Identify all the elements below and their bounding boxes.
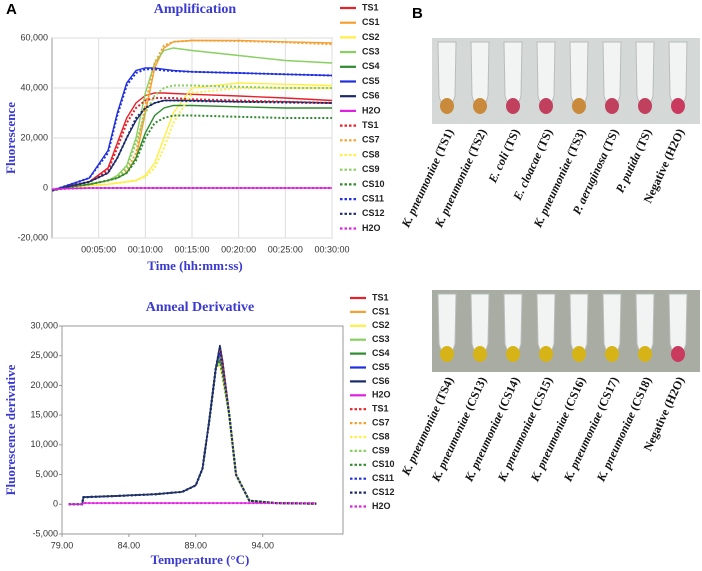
y-tick-label: 60,000	[20, 32, 48, 42]
legend-label: CS3	[372, 334, 390, 344]
tube-liquid	[671, 98, 685, 114]
legend-label: TS1	[372, 292, 389, 302]
legend-label: CS6	[362, 91, 380, 101]
x-tick-label: 00:05:00	[81, 244, 116, 254]
tube-liquid	[539, 98, 553, 114]
series-line	[68, 502, 317, 506]
x-axis-label: Temperature (°C)	[151, 552, 250, 567]
tube-label: E. coli (TS)	[485, 127, 522, 186]
legend-label: TS1	[362, 2, 379, 12]
tube-liquid	[506, 98, 520, 114]
tube-liquid	[605, 346, 619, 362]
plot-area	[61, 325, 344, 535]
legend-label: CS8	[362, 149, 380, 159]
panel-label: B	[412, 5, 423, 22]
tube-liquid	[572, 98, 586, 114]
series-line	[51, 114, 332, 192]
legend-label: H2O	[372, 390, 391, 400]
legend-label: CS5	[362, 76, 380, 86]
legend-label: CS1	[372, 306, 390, 316]
legend-label: CS4	[362, 61, 380, 71]
legend-label: CS4	[372, 348, 390, 358]
legend-label: CS10	[372, 459, 395, 469]
legend-label: CS8	[372, 431, 390, 441]
legend-label: CS5	[372, 362, 390, 372]
y-tick-label: 20,000	[30, 380, 58, 390]
legend-label: TS1	[362, 120, 379, 130]
x-tick-label: 94.00	[251, 540, 274, 550]
x-tick-label: 00:30:00	[314, 244, 349, 254]
tube-liquid	[539, 346, 553, 362]
tube-liquid	[440, 346, 454, 362]
series-line	[51, 99, 333, 192]
x-tick-label: 79.00	[51, 540, 74, 550]
series-line	[51, 187, 332, 191]
legend-label: H2O	[372, 501, 391, 511]
legend-label: CS3	[362, 46, 380, 56]
y-tick-label: 40,000	[20, 82, 48, 92]
tube-liquid	[638, 346, 652, 362]
y-tick-label: 5,000	[35, 469, 58, 479]
chart-title: Anneal Derivative	[146, 300, 254, 315]
legend-label: CS12	[372, 487, 395, 497]
legend-label: CS9	[372, 445, 390, 455]
tube-liquid	[572, 346, 586, 362]
x-tick-label: 84.00	[118, 540, 141, 550]
legend-label: CS1	[362, 17, 380, 27]
y-tick-label: 20,000	[20, 132, 48, 142]
y-tick-label: -20,000	[17, 232, 48, 242]
chart-title: Amplification	[154, 2, 237, 17]
y-tick-label: -5,000	[32, 528, 58, 538]
x-tick-label: 00:15:00	[174, 244, 209, 254]
tube-liquid	[440, 98, 454, 114]
legend-label: CS10	[362, 179, 385, 189]
legend-label: H2O	[362, 105, 381, 115]
y-tick-label: 0	[43, 182, 48, 192]
legend-label: H2O	[362, 223, 381, 233]
series-line	[68, 346, 317, 506]
y-tick-label: 10,000	[30, 439, 58, 449]
legend-label: CS6	[372, 376, 390, 386]
tube-liquid	[506, 346, 520, 362]
legend-label: CS7	[362, 135, 380, 145]
x-tick-label: 89.00	[185, 540, 208, 550]
legend-label: CS9	[362, 164, 380, 174]
x-tick-label: 00:20:00	[221, 244, 256, 254]
x-tick-label: 00:10:00	[128, 244, 163, 254]
tube-liquid	[638, 98, 652, 114]
y-axis-label: Fluorescence	[3, 102, 18, 174]
tube-liquid	[671, 346, 685, 362]
tube-liquid	[473, 98, 487, 114]
y-tick-label: 15,000	[30, 410, 58, 420]
series-line	[51, 82, 333, 192]
tube-liquid	[473, 346, 487, 362]
y-tick-label: 25,000	[30, 350, 58, 360]
x-axis-label: Time (hh:mm:ss)	[147, 258, 242, 273]
legend-label: CS11	[362, 193, 384, 203]
y-tick-label: 30,000	[30, 320, 58, 330]
y-axis-label: Fluorescence derivative	[3, 364, 18, 495]
tube-liquid	[605, 98, 619, 114]
legend-label: CS2	[362, 32, 380, 42]
legend-label: CS12	[362, 208, 385, 218]
legend-label: CS11	[372, 473, 394, 483]
x-tick-label: 00:25:00	[268, 244, 303, 254]
legend-label: CS2	[372, 320, 390, 330]
panel-label: A	[6, 1, 17, 18]
y-tick-label: 0	[53, 499, 58, 509]
legend-label: TS1	[372, 404, 389, 414]
series-line	[51, 68, 333, 192]
legend-label: CS7	[372, 417, 390, 427]
